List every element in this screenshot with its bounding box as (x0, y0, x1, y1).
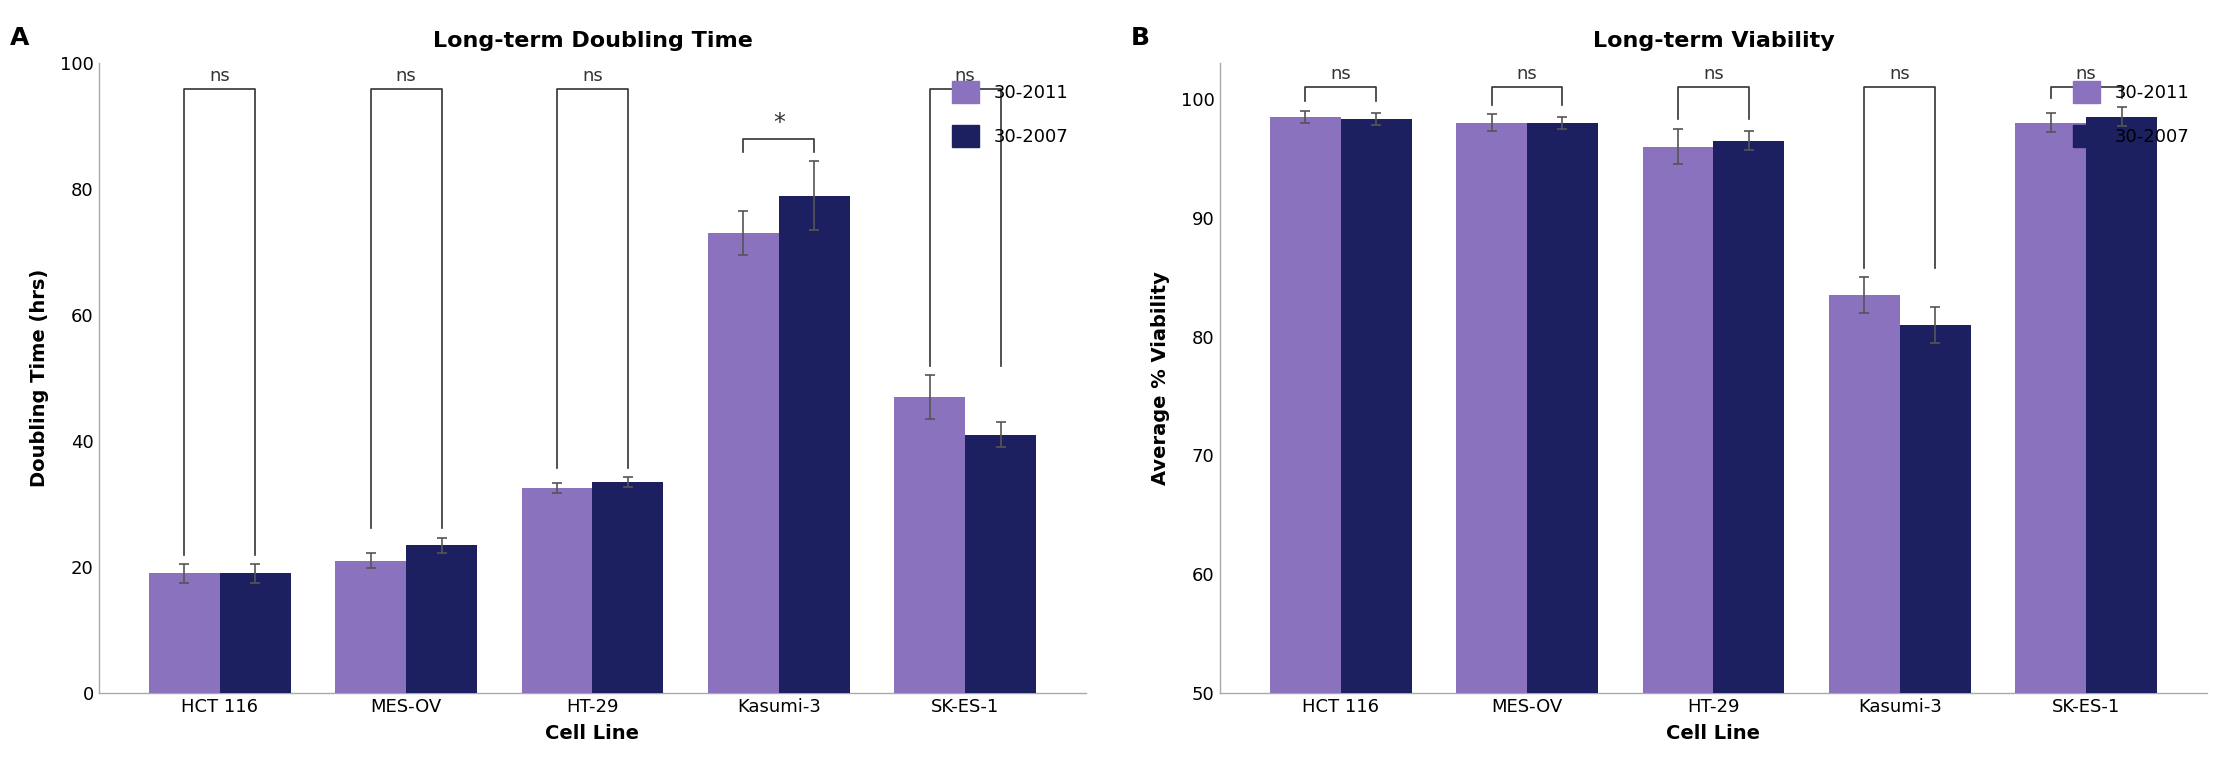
Text: ns: ns (210, 67, 230, 85)
Legend: 30-2011, 30-2007: 30-2011, 30-2007 (943, 72, 1077, 157)
Title: Long-term Doubling Time: Long-term Doubling Time (434, 31, 753, 51)
Bar (1527, 123, 1598, 771)
Text: B: B (1131, 25, 1149, 49)
Text: ns: ns (581, 67, 603, 85)
Bar (592, 482, 664, 693)
Text: ns: ns (2076, 66, 2096, 83)
Legend: 30-2011, 30-2007: 30-2011, 30-2007 (2063, 72, 2199, 157)
Text: ns: ns (1889, 66, 1911, 83)
Bar (708, 234, 778, 693)
Y-axis label: Doubling Time (hrs): Doubling Time (hrs) (29, 269, 49, 487)
Bar (407, 545, 476, 693)
Bar (335, 561, 407, 693)
Text: ns: ns (1703, 66, 1723, 83)
Bar (1269, 117, 1341, 771)
Bar (778, 196, 849, 693)
Text: ns: ns (1330, 66, 1352, 83)
Bar (150, 574, 219, 693)
Bar (1828, 295, 1900, 771)
Y-axis label: Average % Viability: Average % Viability (1151, 271, 1169, 485)
Bar (1457, 123, 1527, 771)
Bar (2016, 123, 2085, 771)
Text: ns: ns (396, 67, 416, 85)
Bar (894, 397, 966, 693)
Bar (1643, 146, 1714, 771)
Text: A: A (9, 25, 29, 49)
Bar (1341, 120, 1413, 771)
Text: ns: ns (1518, 66, 1538, 83)
Bar (966, 435, 1037, 693)
Title: Long-term Viability: Long-term Viability (1594, 31, 1835, 51)
Bar (521, 488, 592, 693)
Text: ns: ns (954, 67, 974, 85)
Bar (219, 574, 291, 693)
X-axis label: Cell Line: Cell Line (1667, 724, 1761, 743)
Bar (2085, 117, 2157, 771)
X-axis label: Cell Line: Cell Line (545, 724, 639, 743)
Bar (1714, 140, 1784, 771)
Text: *: * (773, 111, 784, 135)
Bar (1900, 325, 1971, 771)
